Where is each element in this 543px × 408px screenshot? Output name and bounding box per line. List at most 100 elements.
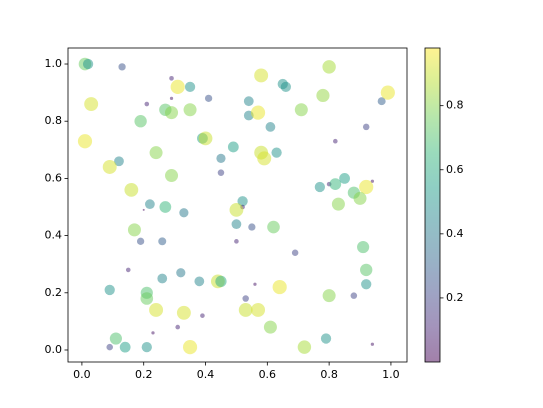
scatter-point bbox=[215, 275, 227, 287]
scatter-point bbox=[119, 341, 131, 353]
scatter-point bbox=[250, 105, 266, 120]
y-tick-label: 0.4 bbox=[45, 229, 63, 242]
scatter-point bbox=[102, 159, 117, 174]
scatter-point bbox=[194, 276, 205, 287]
x-tick-label: 0.2 bbox=[135, 368, 153, 381]
scatter-point bbox=[176, 305, 191, 320]
scatter-point bbox=[165, 106, 179, 120]
scatter-point bbox=[106, 343, 113, 351]
x-tick-label: 0.6 bbox=[259, 368, 277, 381]
scatter-point bbox=[145, 199, 155, 210]
scatter-point bbox=[339, 173, 350, 184]
scatter-point bbox=[362, 123, 370, 131]
scatter-point bbox=[170, 79, 185, 94]
scatter-point bbox=[322, 60, 336, 74]
axes-frame bbox=[67, 47, 408, 363]
scatter-point bbox=[114, 156, 124, 167]
scatter-point bbox=[322, 289, 336, 303]
colorbar-tick-label: 0.6 bbox=[446, 163, 464, 176]
scatter-point bbox=[291, 249, 299, 257]
colorbar bbox=[424, 47, 441, 363]
scatter-point bbox=[357, 240, 370, 254]
scatter-point bbox=[359, 179, 374, 195]
scatter-point bbox=[267, 220, 280, 234]
scatter-point bbox=[127, 223, 141, 237]
scatter-point bbox=[280, 81, 292, 93]
scatter-point bbox=[329, 178, 342, 190]
scatter-point bbox=[237, 196, 248, 207]
scatter-point bbox=[183, 103, 197, 117]
scatter-point bbox=[169, 76, 174, 81]
scatter-point bbox=[142, 208, 145, 211]
scatter-point bbox=[179, 208, 189, 218]
x-tick-label: 0.8 bbox=[320, 368, 338, 381]
colorbar-tick-label: 0.8 bbox=[446, 99, 464, 112]
scatter-point bbox=[175, 324, 181, 330]
scatter-point bbox=[140, 292, 154, 305]
scatter-point bbox=[149, 146, 163, 160]
scatter-point bbox=[370, 179, 375, 183]
scatter-point bbox=[370, 342, 375, 346]
scatter-point bbox=[331, 197, 345, 211]
x-tick-label: 0.0 bbox=[73, 368, 91, 381]
scatter-point bbox=[231, 219, 242, 230]
scatter-point bbox=[77, 134, 93, 149]
scatter-point bbox=[157, 273, 168, 284]
scatter-point bbox=[333, 138, 338, 144]
scatter-point bbox=[149, 302, 164, 317]
scatter-point bbox=[350, 292, 358, 299]
scatter-point bbox=[320, 333, 332, 344]
scatter-point bbox=[294, 103, 308, 117]
y-tick-label: 0.6 bbox=[45, 171, 63, 184]
scatter-point bbox=[253, 282, 257, 286]
scatter-point bbox=[104, 284, 115, 296]
scatter-point bbox=[118, 63, 126, 71]
scatter-point bbox=[353, 191, 367, 205]
scatter-point bbox=[176, 268, 186, 278]
scatter-point bbox=[184, 81, 196, 93]
scatter-point bbox=[265, 122, 276, 132]
scatter-point bbox=[272, 279, 287, 295]
scatter-point bbox=[144, 101, 150, 107]
scatter-point bbox=[297, 340, 312, 354]
scatter-point bbox=[169, 96, 174, 100]
scatter-point bbox=[380, 85, 395, 100]
scatter-point bbox=[182, 340, 198, 355]
scatter-point bbox=[271, 147, 282, 158]
scatter-point bbox=[158, 237, 167, 246]
scatter-point bbox=[254, 68, 269, 83]
scatter-point bbox=[109, 332, 122, 345]
scatter-point bbox=[248, 223, 256, 231]
scatter-point bbox=[198, 131, 213, 146]
scatter-point bbox=[229, 202, 244, 217]
scatter-point bbox=[82, 58, 94, 70]
scatter-point bbox=[251, 302, 266, 317]
scatter-point bbox=[141, 341, 152, 353]
x-tick-label: 1.0 bbox=[382, 368, 400, 381]
scatter-point bbox=[84, 97, 99, 112]
scatter-point bbox=[159, 201, 172, 213]
scatter-point bbox=[314, 181, 325, 193]
colorbar-tick-label: 0.4 bbox=[446, 227, 464, 240]
scatter-point bbox=[377, 97, 386, 106]
scatter-point bbox=[234, 239, 239, 244]
scatter-point bbox=[200, 313, 205, 318]
scatter-point bbox=[242, 295, 249, 302]
scatter-point bbox=[217, 169, 225, 176]
y-tick-label: 1.0 bbox=[45, 57, 63, 70]
scatter-point bbox=[360, 263, 373, 277]
scatter-point bbox=[316, 88, 330, 103]
scatter-point bbox=[134, 115, 147, 128]
scatter-point bbox=[257, 151, 272, 166]
scatter-point bbox=[125, 267, 131, 273]
y-tick-label: 0.8 bbox=[45, 114, 63, 127]
scatter-point bbox=[151, 331, 155, 335]
scatter-point bbox=[216, 153, 226, 163]
scatter-point bbox=[136, 237, 145, 245]
scatter-point bbox=[263, 320, 277, 334]
x-tick-label: 0.4 bbox=[197, 368, 215, 381]
scatter-point bbox=[124, 182, 139, 197]
scatter-point bbox=[238, 303, 253, 317]
colorbar-tick-label: 0.2 bbox=[446, 291, 464, 304]
